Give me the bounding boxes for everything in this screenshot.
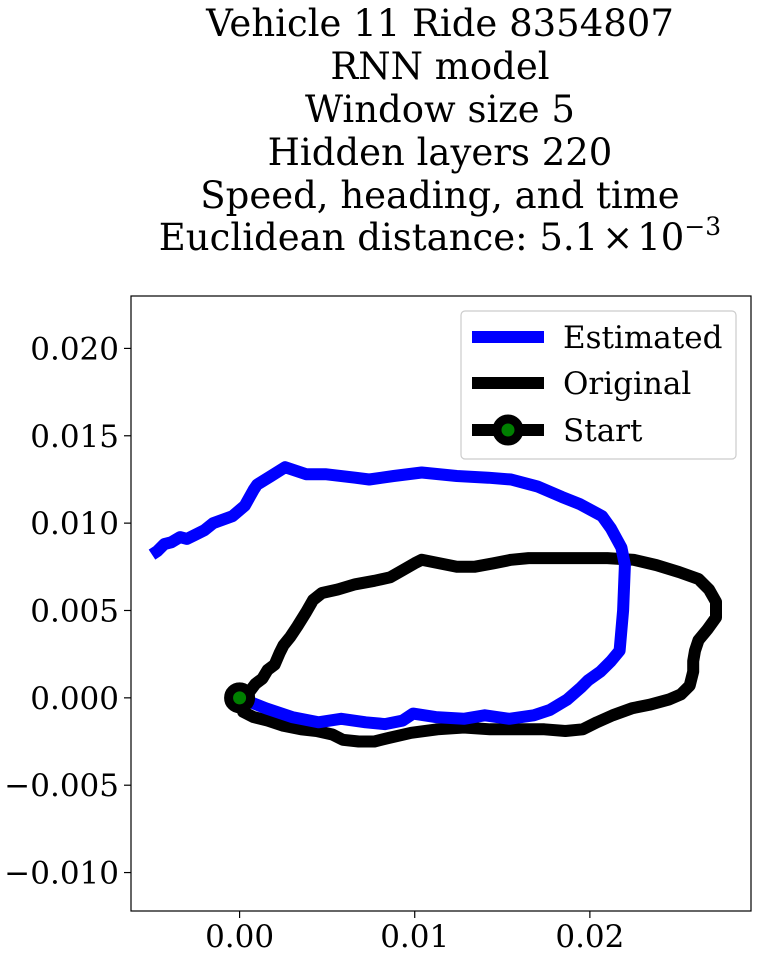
legend-box xyxy=(460,310,737,460)
title-line-3: Window size 5 xyxy=(305,88,575,131)
title-metric-times: × xyxy=(602,216,633,259)
x-tick-label: 0.01 xyxy=(380,919,449,955)
y-tick-label: 0.005 xyxy=(30,593,119,629)
title-line-metric: Euclidean distance: 5.1 × 10−3 xyxy=(159,212,721,259)
legend-label-estimated: Estimated xyxy=(563,320,722,356)
series-layer xyxy=(148,461,722,748)
series-line-estimated xyxy=(148,461,631,731)
series-line-original xyxy=(233,552,722,748)
title-metric-exponent: −3 xyxy=(684,212,721,241)
y-tick-label: −0.010 xyxy=(4,856,119,892)
title-line-5: Speed, heading, and time xyxy=(200,174,679,217)
plot-frame xyxy=(130,295,752,912)
y-axis: 0.020 0.015 0.010 0.005 0.000 −0.005 −0.010 xyxy=(4,331,131,892)
title-line-1: Vehicle 11 Ride 8354807 xyxy=(205,2,674,45)
x-tick-label: 0.02 xyxy=(555,919,624,955)
y-tick-label: 0.020 xyxy=(30,331,119,367)
legend-swatch-start-marker xyxy=(492,414,524,446)
legend: Estimated Original Start xyxy=(460,310,737,460)
y-tick-label: 0.000 xyxy=(30,681,119,717)
y-tick-label: −0.005 xyxy=(4,768,119,804)
marker-layer xyxy=(224,682,256,714)
title-metric-prefix: Euclidean distance: xyxy=(159,216,540,259)
title-line-4: Hidden layers 220 xyxy=(268,131,613,174)
title-metric-mantissa: 5.1 xyxy=(539,216,598,259)
y-tick-label: 0.010 xyxy=(30,506,119,542)
legend-label-start: Start xyxy=(563,413,643,449)
title-metric-base: 10 xyxy=(637,216,684,259)
start-marker xyxy=(224,682,256,714)
title-line-2: RNN model xyxy=(330,45,549,88)
legend-label-original: Original xyxy=(563,366,691,402)
x-axis: 0.00 0.01 0.02 xyxy=(205,911,624,955)
y-tick-label: 0.015 xyxy=(30,419,119,455)
x-tick-label: 0.00 xyxy=(205,919,274,955)
